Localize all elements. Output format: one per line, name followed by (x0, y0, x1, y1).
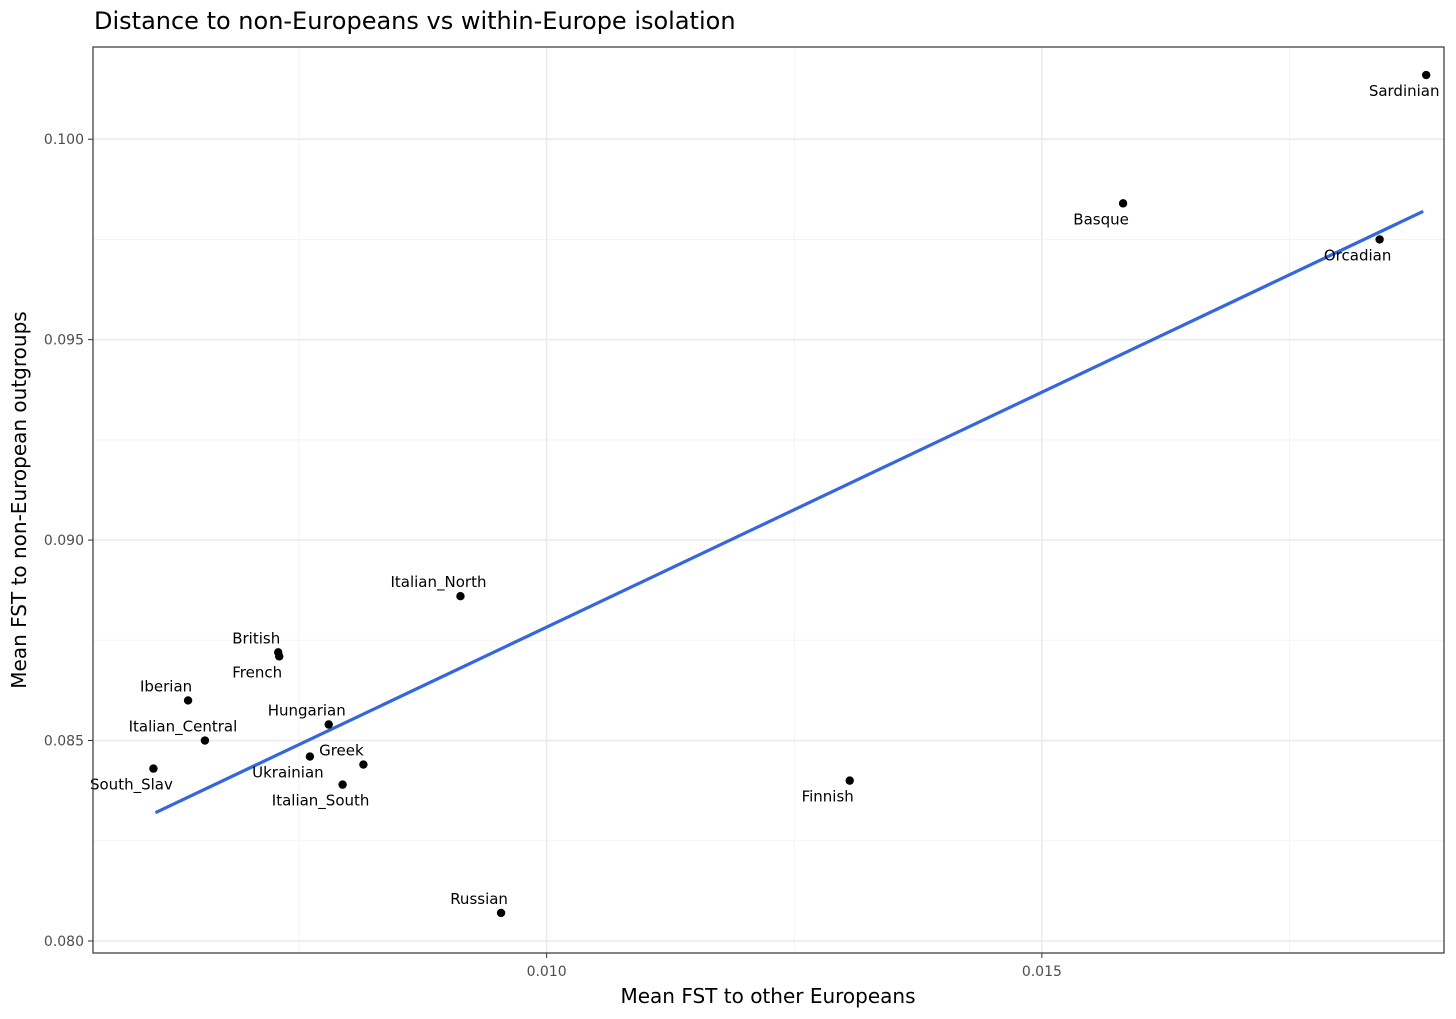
points-group (149, 70, 1431, 918)
grid (93, 47, 1444, 953)
data-point (200, 736, 210, 745)
data-point (149, 764, 158, 773)
point-label: British (232, 629, 280, 647)
data-point (183, 696, 193, 705)
panel-border (92, 46, 1445, 954)
y-axis-title: Mean FST to non-European outgroups (7, 311, 31, 688)
data-point (845, 776, 854, 785)
point-label: Greek (319, 742, 364, 760)
point-label: Italian_Central (129, 718, 238, 737)
x-tick-label: 0.015 (1022, 964, 1062, 980)
point-label: Finnish (802, 788, 854, 806)
data-point (456, 592, 465, 601)
fit-line-group (154, 209, 1424, 815)
y-tick-label: 0.095 (44, 333, 84, 349)
point-label: Italian_North (390, 573, 486, 592)
data-point (324, 720, 333, 729)
data-point (1375, 235, 1384, 244)
point-label: French (232, 663, 282, 681)
x-tick-label: 0.010 (527, 964, 567, 980)
fit-line (154, 209, 1424, 815)
data-point (338, 780, 347, 789)
axes: 0.010 0.015 0.080 0.085 0.090 0.095 0.100 (44, 132, 1062, 980)
point-label: Orcadian (1324, 246, 1391, 264)
y-tick-label: 0.090 (44, 533, 84, 549)
data-point (359, 760, 368, 769)
chart-title: Distance to non-Europeans vs within-Euro… (94, 7, 736, 35)
point-label: Basque (1073, 210, 1129, 228)
y-tick-label: 0.085 (44, 734, 84, 750)
point-label: Iberian (140, 677, 192, 695)
point-label: South_Slav (90, 776, 173, 795)
data-point (1421, 70, 1431, 80)
point-label: Russian (450, 890, 508, 908)
point-label: Hungarian (268, 701, 346, 719)
point-label: Italian_South (272, 792, 370, 811)
y-tick-label: 0.100 (44, 132, 84, 148)
y-tick-label: 0.080 (44, 934, 84, 950)
data-point (305, 752, 315, 761)
point-label: Sardinian (1369, 82, 1440, 100)
data-point (1118, 199, 1128, 208)
point-label: Ukrainian (252, 764, 324, 782)
data-point (496, 908, 506, 918)
data-point (275, 652, 284, 661)
point-labels-group: Sardinian Basque Orcadian Italian_North Brit… (90, 82, 1440, 908)
x-axis-title: Mean FST to other Europeans (620, 984, 915, 1008)
